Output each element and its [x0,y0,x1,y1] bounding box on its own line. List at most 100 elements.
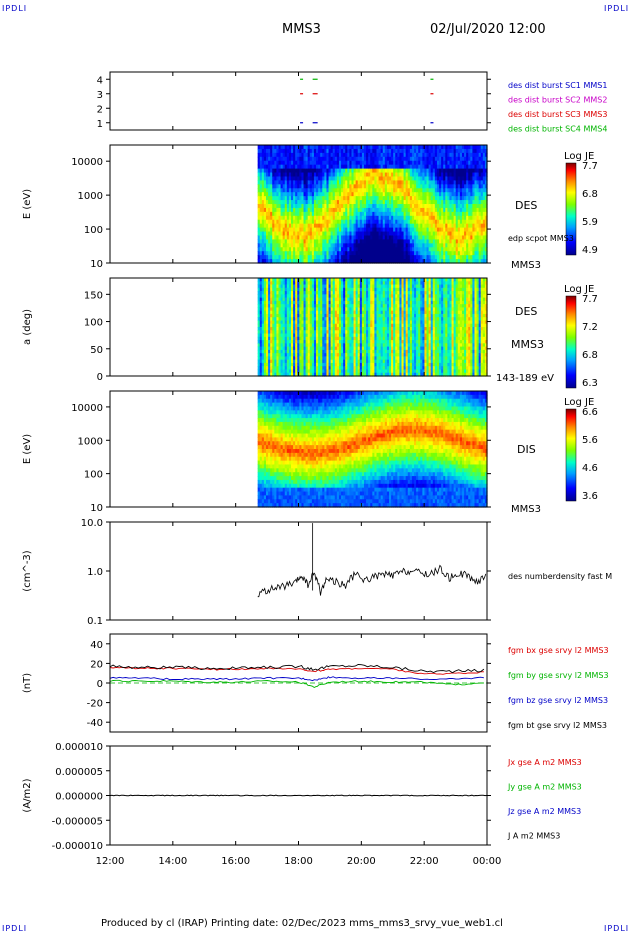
des-energy-cell [378,215,382,221]
des-energy-cell [334,184,338,189]
des-energy-cell [484,235,488,240]
des-energy-cell [332,196,336,201]
des-energy-cell [409,227,413,233]
des-energy-cell [295,152,298,158]
des-energy-cell [416,160,419,166]
des-energy-cell [411,196,415,201]
des-pitch-cell [320,284,323,289]
des-pitch-cell [370,343,373,348]
des-pitch-cell [284,310,288,315]
des-pitch-cell [347,284,350,289]
des-pitch-cell [355,333,359,338]
des-energy-cell [468,231,471,237]
des-energy-cell [449,200,453,205]
des-energy-cell [432,184,436,189]
des-energy-cell [430,168,434,174]
des-energy-cell [320,207,323,213]
des-energy-cell [276,164,280,170]
des-pitch-cell [351,362,355,367]
des-energy-cell [374,227,378,233]
des-energy-cell [451,188,455,193]
des-energy-cell [484,145,488,150]
des-energy-cell [447,204,451,209]
des-energy-cell [449,192,453,197]
des-energy-cell [459,196,463,201]
des-pitch-cell [276,323,280,328]
des-pitch-cell [293,291,296,295]
des-energy-cell [338,219,342,225]
des-energy-cell [301,188,305,193]
des-pitch-cell [288,353,292,357]
des-energy-cell [368,168,371,174]
des-pitch-cell [286,369,290,374]
des-energy-cell [459,207,463,213]
corner-label-top-right: IPDLI [604,4,630,13]
des-energy-cell [334,180,338,185]
des-energy-cell [376,180,380,185]
des-energy-cell [472,251,476,256]
des-energy-cell [332,192,336,197]
des-energy-cell [466,255,469,260]
des-energy-cell [474,247,478,252]
des-energy-cell [316,231,319,237]
des-pitch-cell [326,284,330,289]
des-pitch-cell [305,281,309,286]
des-energy-cell [338,184,342,189]
des-energy-cell [322,188,325,193]
des-energy-cell [305,251,309,256]
des-energy-cell [405,148,409,154]
des-energy-cell [476,172,480,178]
des-energy-cell [266,215,269,221]
des-pitch-cell [309,294,313,299]
des-pitch-cell [351,327,355,331]
des-pitch-cell [349,333,353,338]
des-energy-cell [407,227,411,233]
des-pitch-cell [353,297,357,302]
des-pitch-cell [351,333,355,338]
des-pitch-cell [274,349,278,354]
des-energy-cell [389,235,392,240]
des-pitch-cell [372,343,376,348]
des-energy-cell [464,235,467,240]
des-energy-cell [307,219,311,225]
des-pitch-cell [274,330,278,335]
des-energy-cell [482,196,486,201]
des-energy-cell [461,247,465,252]
des-energy-cell [349,251,353,256]
des-energy-cell [411,172,415,178]
des-energy-cell [455,255,459,260]
des-energy-cell [257,188,261,193]
des-energy-cell [286,235,290,240]
des-pitch-cell [357,359,361,364]
des-pitch-cell [284,320,288,325]
des-pitch-cell [330,294,334,299]
des-energy-cell [434,247,438,252]
des-pitch-cell [305,297,309,302]
des-energy-cell [432,204,436,209]
des-pitch-cell [336,281,340,286]
des-energy-cell [349,215,353,221]
des-energy-cell [347,231,350,237]
des-energy-cell [482,168,486,174]
des-pitch-cell [295,369,298,374]
des-energy-cell [274,227,278,233]
des-pitch-cell [341,278,344,282]
des-energy-cell [478,200,482,205]
des-pitch-cell [278,304,282,308]
des-energy-cell [457,231,461,237]
des-pitch-cell [316,336,319,341]
des-energy-cell [420,219,423,225]
des-pitch-cell [357,327,361,331]
des-energy-cell [457,184,461,189]
des-energy-cell [334,164,338,170]
des-pitch-cell [351,343,355,348]
des-energy-cell [351,180,355,185]
des-pitch-cell [313,369,317,374]
des-energy-cell [416,211,419,217]
des-pitch-cell [284,353,288,357]
des-energy-cell [363,145,367,150]
des-energy-cell [318,200,321,205]
des-pitch-cell [307,356,311,361]
des-energy-cell [370,235,373,240]
des-pitch-cell [303,327,307,331]
